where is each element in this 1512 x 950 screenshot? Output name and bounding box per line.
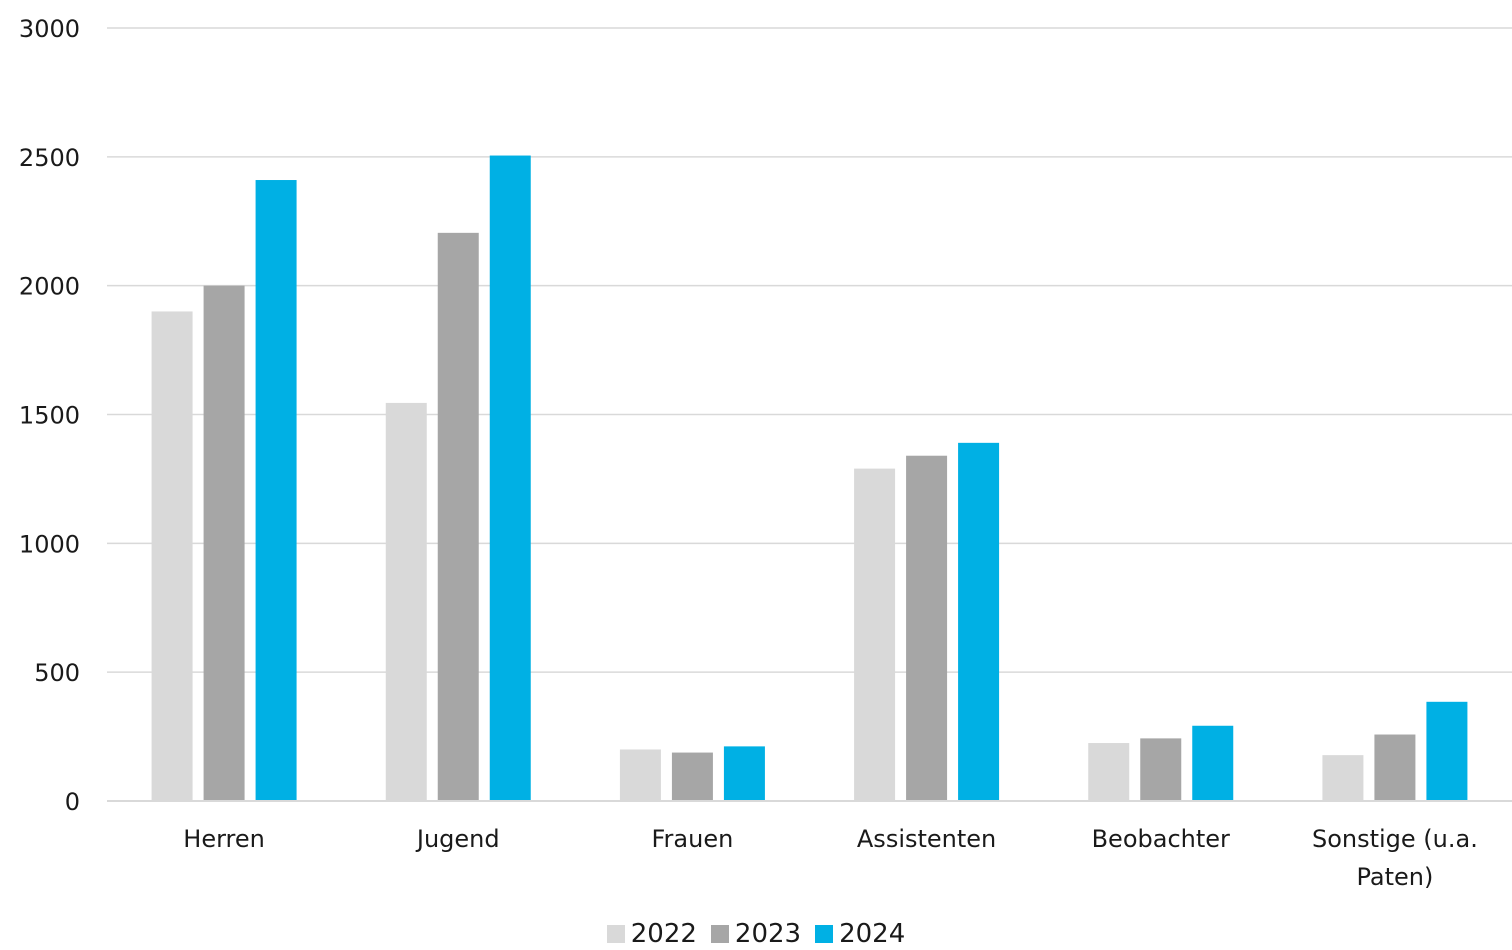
y-tick-label: 1500 xyxy=(19,402,80,430)
y-tick-label: 1000 xyxy=(19,530,80,558)
y-tick-label: 2000 xyxy=(19,273,80,301)
legend-item-2022: 2022 xyxy=(606,919,697,949)
bar-2023-3 xyxy=(906,455,948,801)
legend: 2022 2023 2024 xyxy=(0,918,1512,950)
legend-label-2023: 2023 xyxy=(734,919,802,949)
x-category-label: Frauen xyxy=(652,825,734,853)
bar-2023-5 xyxy=(1374,734,1416,801)
legend-label-2022: 2022 xyxy=(630,919,697,949)
bar-2023-0 xyxy=(203,285,245,802)
bar-2024-2 xyxy=(723,746,765,801)
x-category-label: Herren xyxy=(183,825,265,853)
bar-2024-0 xyxy=(255,180,297,802)
y-tick-label: 3000 xyxy=(19,15,80,43)
x-category-label: Beobachter xyxy=(1092,825,1230,853)
bar-chart: 0 500 1000 1500 2000 2500 3000 Herren Jugend Frau… xyxy=(19,15,1512,891)
legend-swatch-2022 xyxy=(606,925,625,943)
bar-2024-5 xyxy=(1426,701,1468,801)
bar-2023-1 xyxy=(437,232,479,802)
bar-2022-3 xyxy=(854,468,896,801)
legend-item-2024: 2024 xyxy=(815,919,905,949)
bar-2022-1 xyxy=(385,402,427,801)
legend-swatch-2023 xyxy=(710,925,729,943)
x-category-label: Paten) xyxy=(1356,863,1433,891)
bar-2024-4 xyxy=(1192,725,1234,801)
bar-2023-2 xyxy=(671,752,713,801)
legend-item-2023: 2023 xyxy=(710,919,802,949)
x-category-label: Assistenten xyxy=(857,825,996,853)
y-tick-label: 2500 xyxy=(19,144,80,172)
bar-2023-4 xyxy=(1140,738,1182,801)
legend-swatch-2024 xyxy=(815,925,834,943)
y-tick-label: 0 xyxy=(65,788,80,816)
bar-2024-1 xyxy=(489,155,531,802)
bar-2022-5 xyxy=(1322,755,1364,801)
y-tick-label: 500 xyxy=(34,659,80,687)
x-category-label: Sonstige (u.a. xyxy=(1312,825,1478,853)
bar-2022-2 xyxy=(619,749,661,801)
legend-label-2024: 2024 xyxy=(839,919,906,949)
bar-2022-0 xyxy=(151,311,193,801)
bar-2024-3 xyxy=(958,442,1000,801)
bar-2022-4 xyxy=(1088,743,1130,801)
x-category-label: Jugend xyxy=(415,825,500,853)
